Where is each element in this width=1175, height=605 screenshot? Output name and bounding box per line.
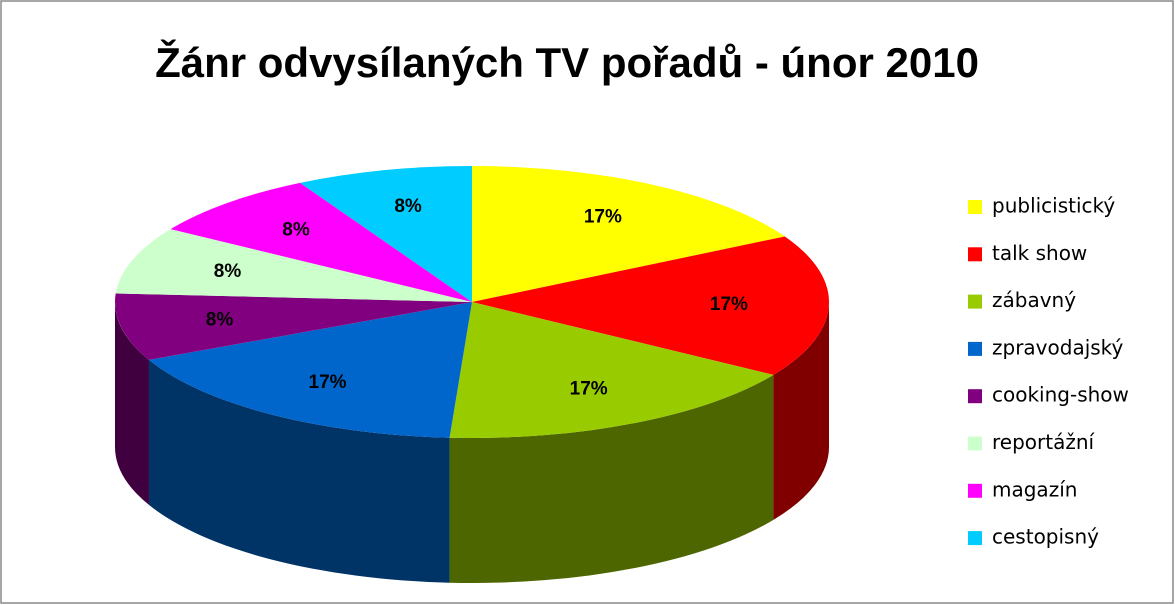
slice	[114, 293, 472, 360]
data-label: 17%	[710, 294, 748, 315]
legend-swatch	[968, 294, 982, 309]
slice-side	[148, 359, 450, 583]
data-label: 17%	[584, 207, 622, 228]
data-label: 8%	[214, 261, 242, 282]
slice	[449, 302, 774, 438]
legend-label: publicistický	[992, 194, 1115, 218]
legend-swatch	[968, 483, 982, 498]
slice	[472, 236, 829, 375]
slice-side	[773, 302, 829, 520]
legend-swatch	[968, 247, 982, 262]
chart-title: Žánr odvysílaných TV pořadů - únor 2010	[155, 38, 979, 86]
data-label: 17%	[309, 372, 347, 393]
slice	[300, 166, 472, 302]
slice-side	[449, 374, 774, 583]
data-label: 8%	[282, 220, 310, 241]
data-label: 8%	[394, 196, 422, 217]
legend-label: magazín	[992, 477, 1077, 501]
legend-swatch	[968, 531, 982, 546]
legend-swatch	[968, 200, 982, 214]
legend-swatch	[968, 389, 982, 404]
legend-swatch	[968, 341, 982, 356]
data-label: 8%	[206, 309, 234, 330]
slice	[472, 166, 785, 302]
legend-label: zábavný	[992, 288, 1076, 312]
slice	[148, 302, 472, 438]
legend-label: cooking-show	[992, 383, 1129, 407]
data-label: 17%	[570, 378, 608, 399]
slice-side	[115, 302, 149, 505]
slice	[170, 182, 472, 302]
legend-label: reportážní	[992, 430, 1096, 454]
slice	[115, 229, 472, 302]
legend-label: talk show	[992, 241, 1087, 265]
legend-swatch	[968, 436, 982, 451]
legend-label: cestopisný	[992, 525, 1099, 549]
legend-label: zpravodajský	[992, 335, 1124, 359]
